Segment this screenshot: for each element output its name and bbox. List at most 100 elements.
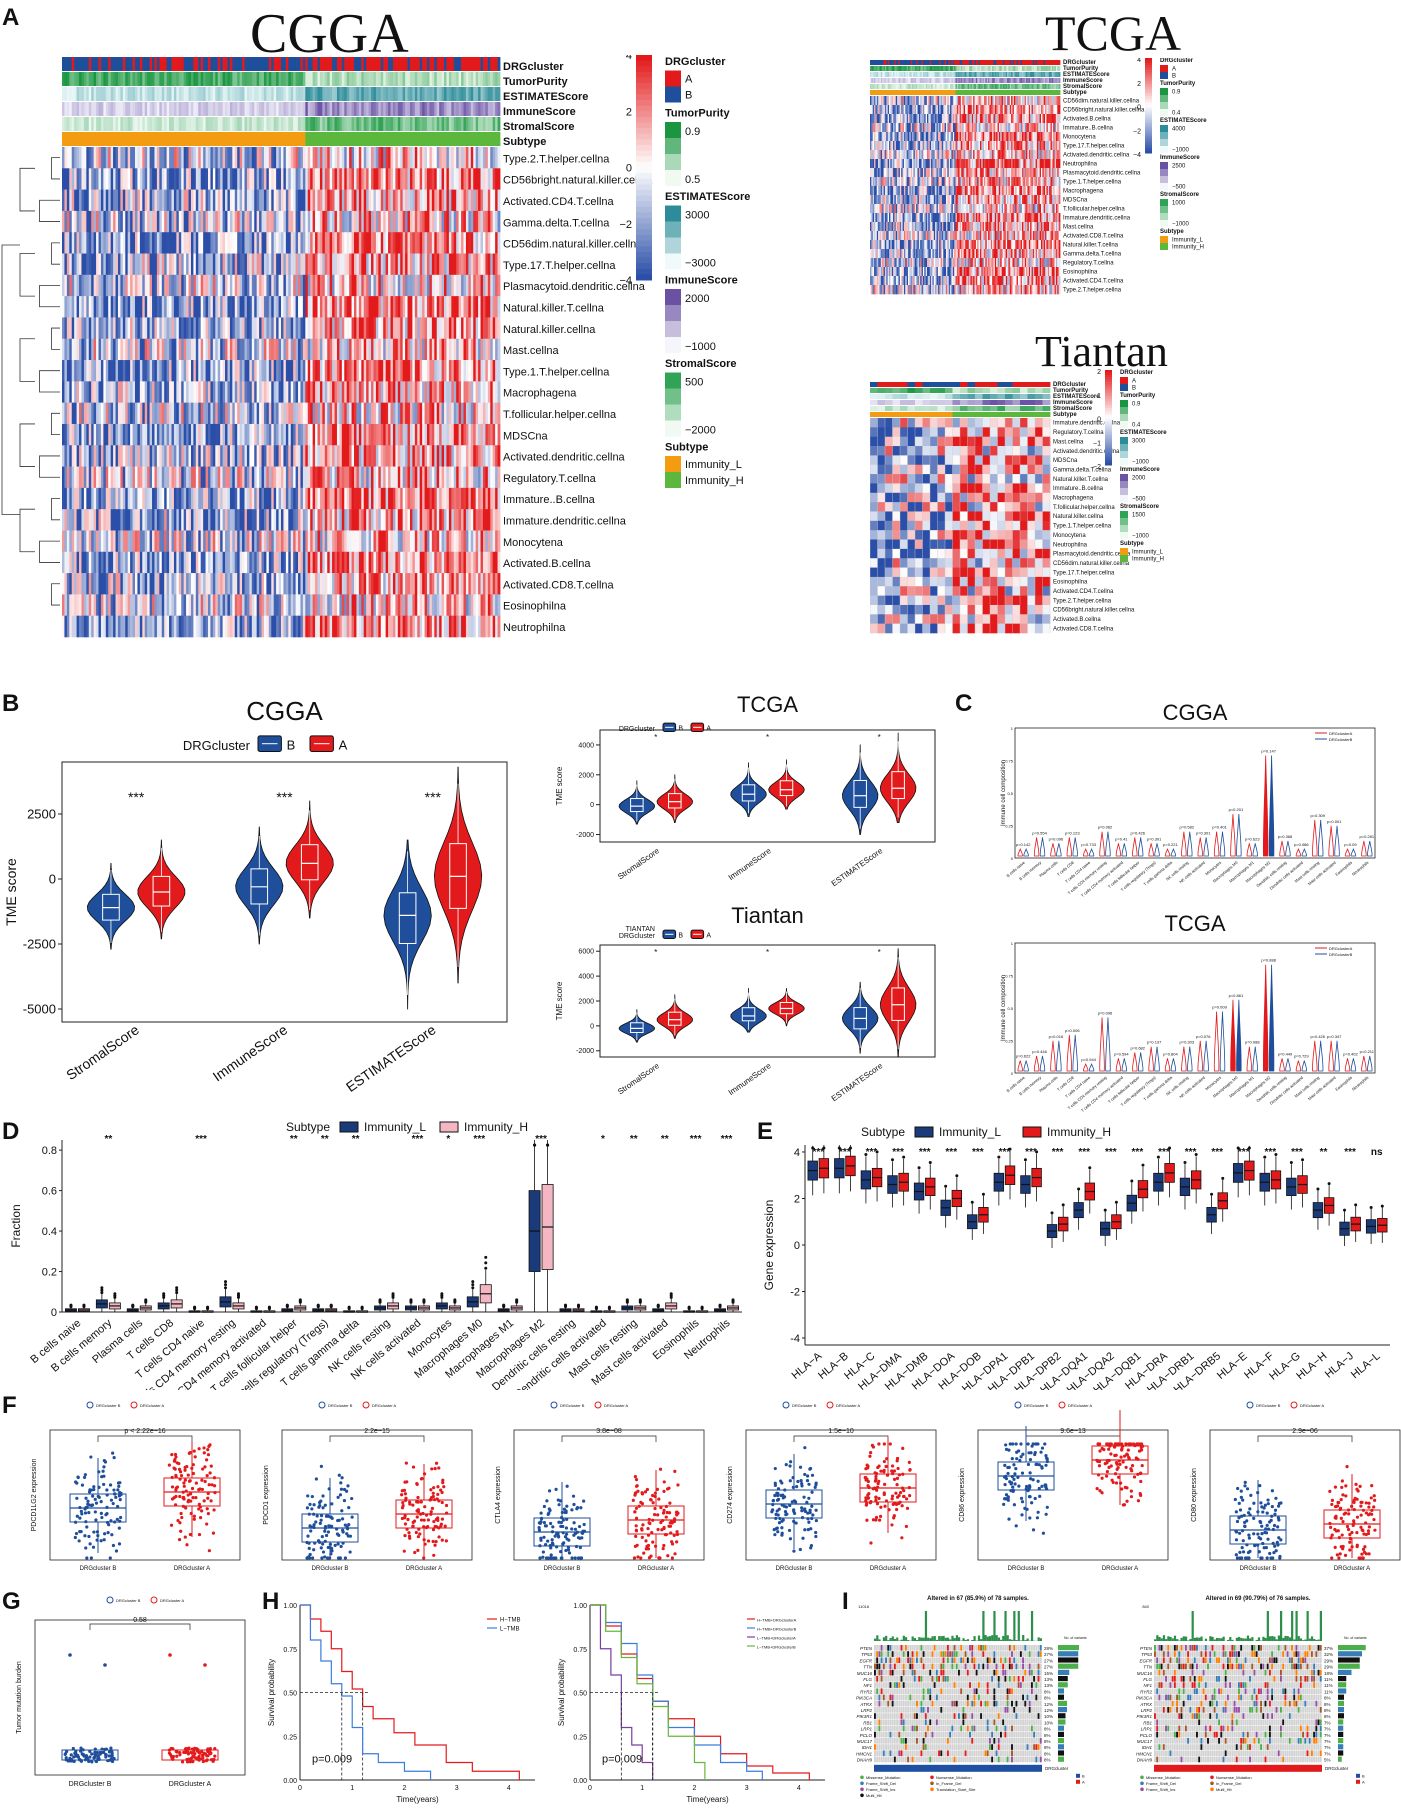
heatmap-cell: [276, 509, 279, 531]
heatmap-cell: [156, 147, 160, 169]
heatmap-cell: [451, 317, 455, 340]
heatmap-cell: [468, 253, 472, 276]
annotation-cell: [480, 72, 484, 86]
heatmap-cell: [363, 423, 367, 446]
heatmap-cell: [441, 210, 445, 233]
heatmap-cell: [229, 466, 233, 489]
heatmap-cell: [380, 296, 384, 318]
annotation-cell: [193, 117, 197, 131]
heatmap-cell: [300, 189, 304, 212]
annotation-cell: [324, 57, 328, 71]
annotation-cell: [74, 57, 77, 71]
heatmap-cell: [234, 381, 238, 403]
heatmap-cell: [332, 530, 335, 553]
heatmap-cell: [105, 168, 109, 190]
heatmap-cell: [268, 360, 272, 382]
heatmap-cell: [103, 573, 107, 595]
heatmap-cell: [169, 147, 172, 169]
heatmap-cell: [142, 147, 146, 169]
heatmap-cell: [266, 274, 270, 297]
heatmap-cell: [281, 551, 284, 574]
heatmap-cell: [166, 338, 170, 361]
annotation-cell: [473, 117, 477, 131]
heatmap-cell: [108, 253, 112, 276]
heatmap-cell: [463, 509, 467, 531]
heatmap-cell: [88, 573, 92, 595]
heatmap-cell: [208, 551, 211, 574]
heatmap-cell: [293, 147, 296, 169]
heatmap-cell: [356, 147, 360, 169]
heatmap-cell: [463, 168, 467, 190]
heatmap-cell: [417, 551, 421, 574]
heatmap-cell: [417, 253, 421, 276]
heatmap-cell: [312, 338, 316, 361]
heatmap-cell: [322, 360, 326, 382]
heatmap-cell: [229, 487, 233, 510]
annotation-cell: [329, 117, 333, 131]
annotation-cell: [149, 72, 153, 86]
heatmap-cell: [117, 551, 121, 574]
heatmap-cell: [371, 573, 374, 595]
annotation-cell: [200, 72, 204, 86]
heatmap-cell: [307, 168, 311, 190]
heatmap-cell: [132, 317, 136, 340]
heatmap-cell: [305, 168, 309, 190]
heatmap-cell: [332, 423, 335, 446]
heatmap-cell: [183, 530, 187, 553]
heatmap-cell: [324, 423, 328, 446]
heatmap-cell: [278, 530, 282, 553]
heatmap-cell: [409, 551, 413, 574]
heatmap-cell: [117, 402, 121, 425]
annotation-cell: [424, 87, 428, 101]
annotation-cell: [281, 117, 284, 131]
annotation-cell: [249, 117, 253, 131]
heatmap-cell: [429, 147, 433, 169]
heatmap-cell: [461, 466, 464, 489]
heatmap-cell: [334, 402, 338, 425]
heatmap-cell: [490, 296, 494, 318]
heatmap-cell: [212, 402, 216, 425]
heatmap-cell: [451, 253, 455, 276]
heatmap-cell: [259, 509, 262, 531]
heatmap-cell: [190, 253, 194, 276]
heatmap-cell: [439, 274, 442, 297]
heatmap-cell: [64, 530, 68, 553]
annotation-cell: [271, 57, 275, 71]
annotation-cell: [249, 87, 253, 101]
heatmap-cell: [122, 147, 126, 169]
heatmap-cell: [193, 509, 197, 531]
annotation-cell: [113, 57, 116, 71]
heatmap-cell: [475, 445, 479, 467]
heatmap-cell: [229, 232, 233, 254]
heatmap-cell: [208, 423, 211, 446]
heatmap-cell: [361, 232, 365, 254]
heatmap-cell: [429, 338, 433, 361]
heatmap-cell: [490, 551, 494, 574]
heatmap-cell: [368, 423, 372, 446]
heatmap-cell: [363, 274, 367, 297]
heatmap-cell: [380, 466, 384, 489]
heatmap-cell: [86, 338, 90, 361]
heatmap-cell: [409, 573, 413, 595]
heatmap-cell: [276, 402, 279, 425]
annotation-cell: [220, 102, 223, 116]
heatmap-cell: [86, 360, 90, 382]
heatmap-cell: [290, 147, 294, 169]
heatmap-cell: [434, 423, 438, 446]
heatmap-cell: [305, 360, 309, 382]
annotation-cell: [266, 132, 270, 146]
heatmap-cell: [395, 402, 399, 425]
annotation-cell: [86, 102, 90, 116]
annotation-cell: [361, 57, 365, 71]
heatmap-cell: [458, 189, 462, 212]
heatmap-cell: [178, 381, 182, 403]
heatmap-cell: [120, 168, 124, 190]
annotation-cell: [268, 117, 272, 131]
heatmap-cell: [186, 445, 189, 467]
heatmap-cell: [217, 253, 221, 276]
heatmap-cell: [329, 423, 333, 446]
heatmap-cell: [351, 551, 355, 574]
annotation-cell: [81, 72, 85, 86]
heatmap-cell: [152, 360, 155, 382]
heatmap-cell: [281, 594, 284, 616]
